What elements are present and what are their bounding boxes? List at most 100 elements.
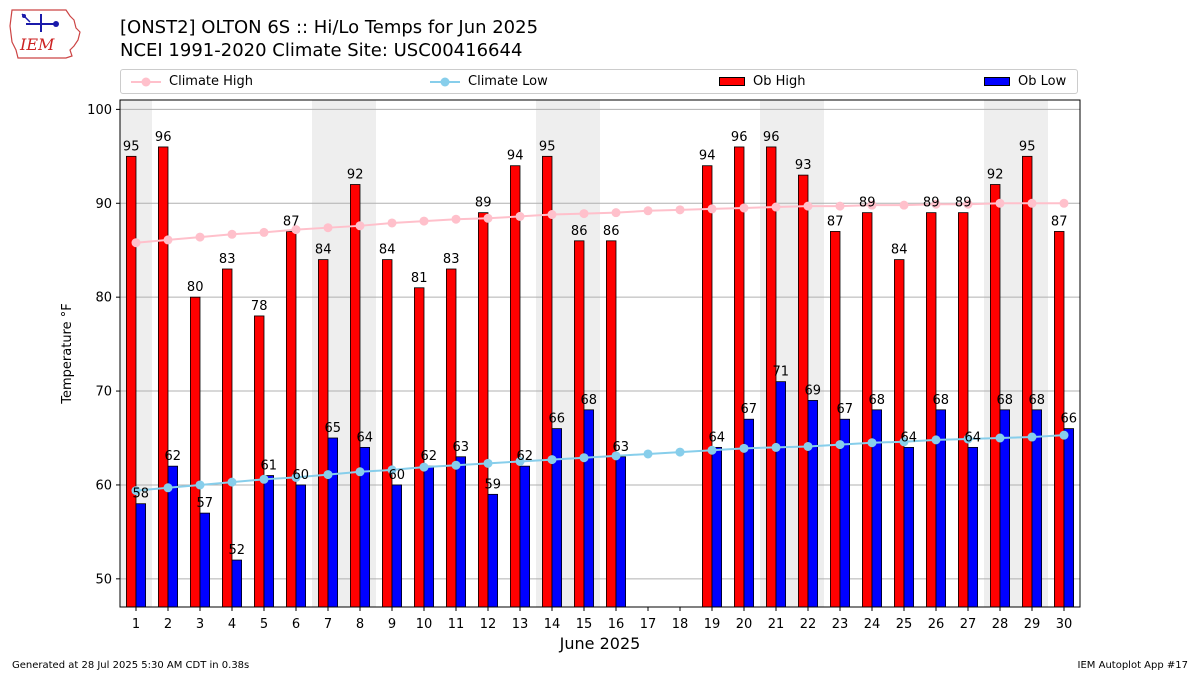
ob-high-value-label: 87 xyxy=(1051,214,1068,229)
ob-low-value-label: 62 xyxy=(517,449,534,464)
ob-high-value-label: 95 xyxy=(539,139,556,154)
ob-high-value-label: 81 xyxy=(411,271,428,286)
climate-low-point xyxy=(739,443,749,453)
ob-low-bar xyxy=(775,381,787,608)
ob-low-bar xyxy=(327,437,339,608)
climate-low-point xyxy=(291,472,301,482)
iem-logo: IEM xyxy=(9,9,81,59)
climate-high-point xyxy=(1027,198,1037,208)
climate-high-point xyxy=(259,227,269,237)
ob-low-value-label: 64 xyxy=(965,430,982,445)
ob-high-value-label: 87 xyxy=(283,214,300,229)
ob-low-swatch-icon xyxy=(984,77,1010,86)
ob-high-bar xyxy=(702,165,713,608)
ob-high-value-label: 78 xyxy=(251,299,268,314)
ob-low-value-label: 71 xyxy=(773,365,790,380)
climate-high-marker-icon xyxy=(131,77,161,86)
climate-high-point xyxy=(291,225,301,235)
x-tick-label: 5 xyxy=(260,617,268,632)
climate-high-point xyxy=(1059,198,1069,208)
app-note: IEM Autoplot App #17 xyxy=(1077,660,1188,671)
ob-low-bar xyxy=(263,475,275,608)
x-tick-label: 3 xyxy=(196,617,204,632)
ob-low-bar xyxy=(423,465,435,608)
climate-high-point xyxy=(579,209,589,219)
climate-low-point xyxy=(867,438,877,448)
ob-low-value-label: 63 xyxy=(613,440,630,455)
x-tick-label: 12 xyxy=(480,617,497,632)
y-tick-label: 90 xyxy=(95,197,112,212)
ob-low-bar xyxy=(615,456,627,608)
ob-low-value-label: 68 xyxy=(1029,393,1046,408)
x-tick-label: 19 xyxy=(704,617,721,632)
climate-low-point xyxy=(771,442,781,452)
climate-low-point xyxy=(1027,432,1037,442)
ob-low-bar xyxy=(583,409,595,608)
climate-low-marker-icon xyxy=(430,77,460,86)
x-tick-label: 25 xyxy=(896,617,913,632)
legend-ob-high-label: Ob High xyxy=(753,74,806,89)
climate-low-point xyxy=(163,483,173,493)
ob-high-bar xyxy=(734,146,745,608)
ob-low-value-label: 68 xyxy=(997,393,1014,408)
y-axis-title: Temperature °F xyxy=(60,303,75,404)
ob-high-bar xyxy=(157,146,169,608)
ob-high-bar xyxy=(574,240,585,608)
climate-low-point xyxy=(899,437,909,447)
ob-high-bar xyxy=(862,212,873,608)
ob-high-bar xyxy=(926,212,937,608)
ob-high-value-label: 89 xyxy=(923,196,940,211)
chart-legend: Climate High Climate Low Ob High Ob Low xyxy=(120,69,1078,94)
climate-low-point xyxy=(323,470,333,480)
climate-high-point xyxy=(995,198,1005,208)
ob-high-bar xyxy=(542,155,553,608)
climate-high-point xyxy=(131,238,141,248)
ob-high-value-label: 84 xyxy=(379,243,396,258)
x-tick-label: 8 xyxy=(356,617,364,632)
ob-high-value-label: 84 xyxy=(315,243,332,258)
climate-high-point xyxy=(739,203,749,213)
x-tick-label: 14 xyxy=(544,617,561,632)
ob-high-bar xyxy=(413,287,425,608)
climate-high-point xyxy=(963,199,973,209)
x-tick-label: 2 xyxy=(164,617,172,632)
climate-low-point xyxy=(707,445,717,455)
ob-high-bar xyxy=(445,268,457,608)
x-tick-label: 16 xyxy=(608,617,625,632)
ob-high-bar xyxy=(285,231,297,608)
ob-low-bar xyxy=(519,465,531,608)
x-tick-label: 13 xyxy=(512,617,529,632)
chart-subtitle: NCEI 1991-2020 Climate Site: USC00416644 xyxy=(120,40,523,61)
x-tick-label: 10 xyxy=(416,617,433,632)
ob-high-value-label: 83 xyxy=(219,252,236,267)
ob-high-value-label: 93 xyxy=(795,158,812,173)
climate-low-point xyxy=(931,435,941,445)
ob-low-value-label: 64 xyxy=(709,430,726,445)
climate-low-point xyxy=(227,477,237,487)
x-tick-label: 23 xyxy=(832,617,849,632)
ob-high-bar xyxy=(509,165,521,608)
climate-low-point xyxy=(1059,430,1069,440)
climate-low-point xyxy=(195,480,205,490)
ob-high-value-label: 94 xyxy=(507,149,524,164)
ob-high-bar xyxy=(606,240,617,608)
ob-low-value-label: 59 xyxy=(485,477,502,492)
logo-text: IEM xyxy=(19,35,55,54)
ob-low-bar xyxy=(295,484,307,608)
climate-high-point xyxy=(387,218,397,228)
y-tick-label: 100 xyxy=(87,103,112,118)
ob-high-bar xyxy=(958,212,969,608)
legend-ob-high: Ob High xyxy=(719,70,806,93)
climate-high-point xyxy=(355,221,365,231)
legend-ob-low: Ob Low xyxy=(984,70,1066,93)
climate-low-point xyxy=(131,486,141,496)
climate-low-point xyxy=(355,467,365,477)
ob-low-value-label: 68 xyxy=(869,393,886,408)
ob-high-value-label: 86 xyxy=(571,224,588,239)
x-tick-label: 24 xyxy=(864,617,881,632)
ob-low-value-label: 62 xyxy=(421,449,438,464)
x-axis-title: June 2025 xyxy=(559,634,641,653)
ob-low-value-label: 52 xyxy=(229,543,246,558)
climate-low-point xyxy=(995,433,1005,443)
climate-low-point xyxy=(835,440,845,450)
